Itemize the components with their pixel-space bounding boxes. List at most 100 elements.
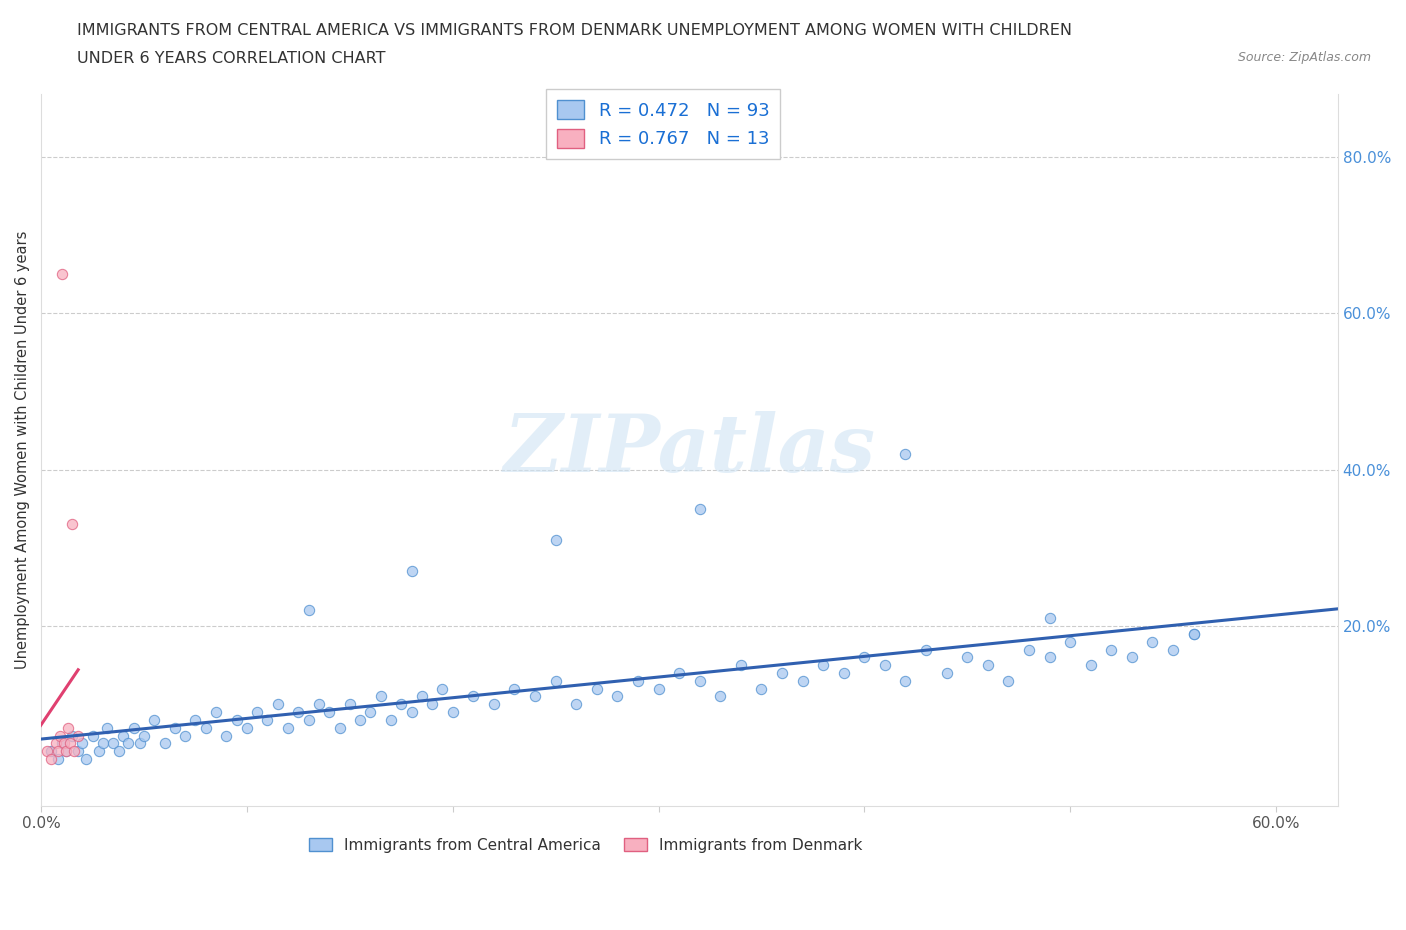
- Point: [380, 712, 402, 727]
- Point: [277, 721, 299, 736]
- Point: [112, 728, 135, 743]
- Point: [894, 446, 917, 461]
- Point: [432, 681, 454, 696]
- Point: [544, 673, 567, 688]
- Point: [389, 697, 412, 711]
- Point: [96, 721, 118, 736]
- Point: [318, 705, 340, 720]
- Point: [122, 721, 145, 736]
- Point: [143, 712, 166, 727]
- Point: [709, 689, 731, 704]
- Point: [977, 658, 1000, 672]
- Point: [1182, 627, 1205, 642]
- Point: [689, 501, 711, 516]
- Point: [339, 697, 361, 711]
- Point: [55, 744, 77, 759]
- Point: [55, 744, 77, 759]
- Point: [205, 705, 228, 720]
- Point: [411, 689, 433, 704]
- Point: [1018, 642, 1040, 657]
- Point: [627, 673, 650, 688]
- Point: [1059, 634, 1081, 649]
- Point: [174, 728, 197, 743]
- Point: [236, 721, 259, 736]
- Point: [328, 721, 350, 736]
- Point: [256, 712, 278, 727]
- Point: [82, 728, 104, 743]
- Point: [44, 736, 66, 751]
- Point: [349, 712, 371, 727]
- Point: [730, 658, 752, 672]
- Point: [215, 728, 238, 743]
- Point: [1142, 634, 1164, 649]
- Point: [359, 705, 381, 720]
- Point: [770, 666, 793, 681]
- Point: [420, 697, 443, 711]
- Point: [246, 705, 269, 720]
- Point: [56, 721, 79, 736]
- Point: [894, 673, 917, 688]
- Point: [1038, 611, 1060, 626]
- Point: [91, 736, 114, 751]
- Point: [52, 736, 75, 751]
- Point: [668, 666, 690, 681]
- Point: [935, 666, 957, 681]
- Legend: Immigrants from Central America, Immigrants from Denmark: Immigrants from Central America, Immigra…: [302, 831, 869, 858]
- Point: [194, 721, 217, 736]
- Point: [482, 697, 505, 711]
- Point: [48, 728, 70, 743]
- Point: [41, 744, 63, 759]
- Point: [59, 736, 82, 751]
- Point: [873, 658, 896, 672]
- Point: [585, 681, 607, 696]
- Point: [503, 681, 526, 696]
- Point: [1121, 650, 1143, 665]
- Point: [101, 736, 124, 751]
- Point: [41, 751, 63, 766]
- Point: [51, 736, 73, 751]
- Point: [997, 673, 1019, 688]
- Point: [463, 689, 485, 704]
- Point: [108, 744, 131, 759]
- Y-axis label: Unemployment Among Women with Children Under 6 years: Unemployment Among Women with Children U…: [15, 231, 30, 670]
- Point: [544, 533, 567, 548]
- Point: [1080, 658, 1102, 672]
- Point: [751, 681, 773, 696]
- Point: [853, 650, 876, 665]
- Point: [370, 689, 392, 704]
- Point: [67, 728, 90, 743]
- Point: [401, 705, 423, 720]
- Point: [1182, 627, 1205, 642]
- Point: [401, 564, 423, 578]
- Text: IMMIGRANTS FROM CENTRAL AMERICA VS IMMIGRANTS FROM DENMARK UNEMPLOYMENT AMONG WO: IMMIGRANTS FROM CENTRAL AMERICA VS IMMIG…: [77, 23, 1073, 38]
- Text: Source: ZipAtlas.com: Source: ZipAtlas.com: [1237, 51, 1371, 64]
- Point: [915, 642, 938, 657]
- Point: [1038, 650, 1060, 665]
- Point: [811, 658, 834, 672]
- Point: [225, 712, 247, 727]
- Point: [298, 603, 321, 618]
- Point: [184, 712, 207, 727]
- Point: [163, 721, 186, 736]
- Point: [647, 681, 669, 696]
- Point: [298, 712, 321, 727]
- Text: ZIPatlas: ZIPatlas: [503, 411, 876, 489]
- Point: [1161, 642, 1184, 657]
- Point: [689, 673, 711, 688]
- Point: [565, 697, 588, 711]
- Point: [308, 697, 330, 711]
- Text: UNDER 6 YEARS CORRELATION CHART: UNDER 6 YEARS CORRELATION CHART: [77, 51, 385, 66]
- Point: [132, 728, 155, 743]
- Point: [956, 650, 979, 665]
- Point: [75, 751, 97, 766]
- Point: [832, 666, 855, 681]
- Point: [87, 744, 110, 759]
- Point: [792, 673, 814, 688]
- Point: [60, 728, 83, 743]
- Point: [51, 267, 73, 282]
- Point: [128, 736, 150, 751]
- Point: [117, 736, 139, 751]
- Point: [524, 689, 547, 704]
- Point: [46, 751, 69, 766]
- Point: [1099, 642, 1122, 657]
